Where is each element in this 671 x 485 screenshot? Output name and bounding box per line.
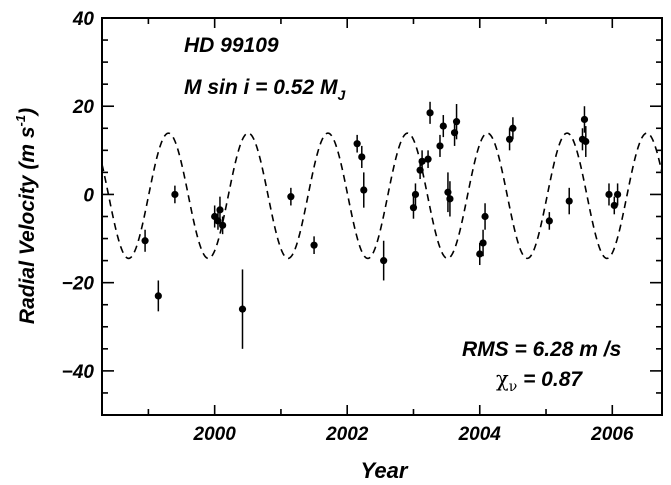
- data-point: [613, 190, 622, 199]
- data-point: [310, 241, 318, 249]
- y-axis-title-close: ): [16, 108, 39, 117]
- chi-subscript: ν: [509, 379, 518, 395]
- rms-label: RMS = 6.28 m /s: [462, 338, 621, 361]
- data-point: [409, 204, 418, 212]
- y-axis-title-superscript: -1: [13, 115, 28, 127]
- y-tick-label: −20: [62, 274, 95, 295]
- x-tick-label: 2000: [193, 424, 237, 445]
- chi-symbol: χ: [496, 367, 509, 391]
- data-point: [358, 153, 366, 161]
- orbital-fit-curve: [102, 132, 662, 260]
- data-point: [505, 135, 514, 143]
- chi-value: = 0.87: [517, 368, 583, 391]
- x-axis-title: Year: [361, 458, 409, 483]
- chi-squared-label: χν = 0.87: [496, 367, 583, 395]
- planet-mass-label: M sin i = 0.52 MJ: [184, 76, 346, 103]
- data-point: [565, 197, 573, 205]
- y-axis-title: Radial Velocity (m s-1): [13, 108, 39, 324]
- data-point: [360, 186, 368, 194]
- data-point: [424, 155, 432, 163]
- data-point: [476, 250, 484, 258]
- data-point: [582, 137, 590, 146]
- data-point: [411, 190, 420, 199]
- data-point: [452, 118, 461, 126]
- data-point: [216, 206, 224, 214]
- y-tick-label: 20: [72, 97, 95, 118]
- data-point: [418, 157, 426, 165]
- data-point: [426, 109, 434, 117]
- x-tick-label: 2002: [325, 424, 369, 445]
- y-tick-labels: 40 20 0 −20 −40: [62, 9, 95, 383]
- data-point: [481, 212, 489, 221]
- data-point: [439, 122, 447, 130]
- data-point: [605, 190, 613, 199]
- data-point: [580, 115, 589, 124]
- x-tick-label: 2004: [458, 424, 502, 445]
- y-tick-label: 0: [83, 185, 94, 206]
- data-point: [287, 193, 295, 201]
- x-tick-label: 2006: [590, 424, 634, 445]
- data-point: [610, 201, 618, 210]
- data-point: [436, 142, 444, 150]
- data-point: [509, 124, 517, 132]
- data-point: [545, 217, 553, 225]
- star-name-label: HD 99109: [184, 34, 279, 57]
- y-tick-label: −40: [62, 362, 95, 383]
- data-point: [219, 221, 227, 229]
- y-tick-label: 40: [72, 9, 95, 30]
- data-point: [353, 140, 361, 148]
- planet-mass-main: M sin i = 0.52 M: [184, 76, 338, 99]
- data-point: [380, 257, 388, 265]
- data-point: [171, 190, 179, 199]
- data-point: [479, 239, 487, 247]
- planet-mass-subscript: J: [337, 87, 346, 103]
- data-points: [141, 101, 622, 349]
- data-point: [154, 292, 162, 300]
- data-point: [446, 195, 454, 203]
- x-tick-labels: 2000 2002 2004 2006: [193, 424, 634, 445]
- y-axis-title-main: Radial Velocity (m s: [16, 126, 39, 324]
- data-point: [238, 305, 247, 313]
- data-point: [141, 237, 149, 245]
